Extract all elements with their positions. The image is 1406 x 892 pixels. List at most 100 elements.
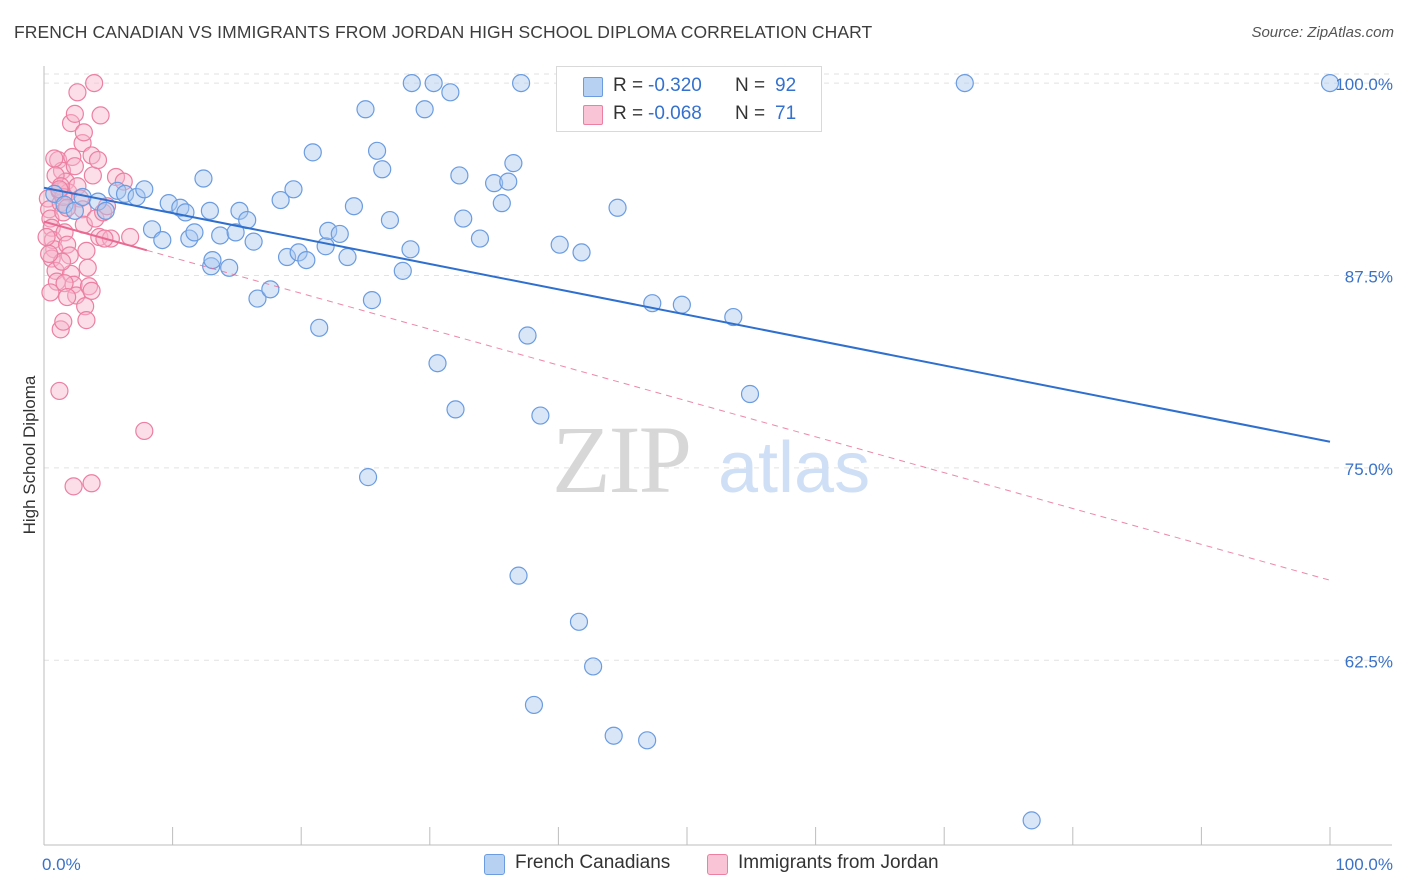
jordan-point (61, 264, 81, 284)
legend-swatch-blue (484, 854, 505, 875)
french-canadian-point (248, 289, 267, 308)
french-canadian-point (569, 612, 589, 631)
trend-lines (43, 186, 1331, 581)
correlation-legend: R = -0.320 N = 92 R = -0.068 N = 71 (556, 66, 822, 132)
french-canadian-point (200, 201, 219, 220)
french-canadian-point (446, 400, 465, 419)
y-tick-label: 75.0% (1345, 460, 1393, 479)
french-canadian-point (330, 224, 349, 244)
french-canadian-point (638, 731, 657, 750)
x-tick-label-max: 100.0% (1335, 855, 1393, 874)
legend-n-label: N = (735, 75, 766, 96)
french-canadian-point (402, 73, 421, 93)
french-canadian-point (303, 143, 322, 162)
legend-r-label: R = (613, 75, 644, 96)
french-canadian-point (338, 247, 357, 267)
french-canadian-point (450, 166, 469, 185)
jordan-point (77, 311, 96, 330)
jordan-point (50, 381, 69, 401)
jordan-trend-line-dashed (146, 249, 1331, 581)
jordan-point (61, 114, 81, 133)
french-canadian-point (65, 201, 84, 220)
jordan-point (88, 150, 108, 170)
french-canadian-point (362, 291, 382, 310)
legend-r-value: -0.068 (648, 103, 702, 124)
y-tick-label: 100.0% (1335, 75, 1393, 94)
french-canadian-point (289, 243, 308, 262)
french-canadian-point (277, 247, 297, 267)
french-canadian-point (367, 141, 387, 160)
jordan-point (82, 474, 101, 493)
french-canadian-point (344, 197, 364, 216)
jordan-point (82, 281, 101, 300)
french-canadian-point (518, 326, 537, 345)
jordan-trend-line-solid (43, 220, 148, 252)
french-canadian-point (470, 229, 490, 248)
french-canadian-point (441, 83, 460, 102)
french-canadian-point (226, 223, 245, 242)
french-canadian-point (316, 237, 335, 256)
french-canadian-point (401, 240, 420, 259)
french-canadian-point (550, 235, 569, 254)
watermark-atlas: atlas (718, 428, 870, 508)
series-jordan-points (37, 73, 154, 496)
chart-source: Source: ZipAtlas.com (1251, 24, 1394, 41)
french-canadian-point (203, 250, 222, 270)
french-canadian-point (584, 657, 603, 676)
legend-swatch-pink (707, 854, 728, 875)
jordan-point (45, 149, 64, 168)
french-canadian-point (373, 160, 392, 179)
y-tick-label: 62.5% (1345, 652, 1393, 671)
french-canadian-point (1320, 73, 1340, 93)
jordan-point (78, 258, 97, 277)
french-canadian-point (244, 232, 263, 251)
tick-labels: 100.0% 87.5% 75.0% 62.5% 0.0% 100.0% (42, 75, 1393, 874)
legend-row-french-canadians: R = -0.320 N = 92 (557, 72, 821, 100)
french-canadian-point (230, 201, 249, 220)
french-canadian-trend-line (43, 186, 1331, 443)
grid (44, 73, 1392, 661)
french-canadian-point (297, 250, 316, 270)
french-canadian-point (485, 174, 504, 193)
french-canadian-point (604, 726, 623, 745)
jordan-point (64, 477, 83, 496)
french-canadian-point (1022, 811, 1041, 830)
french-canadian-point (608, 198, 627, 217)
jordan-point (135, 421, 154, 441)
french-canadian-point (428, 354, 447, 373)
jordan-point (55, 274, 74, 293)
legend-r-value: -0.320 (648, 75, 702, 96)
french-canadian-point (261, 280, 280, 299)
chart-title: FRENCH CANADIAN VS IMMIGRANTS FROM JORDA… (14, 22, 873, 42)
jordan-point (40, 244, 59, 264)
french-canadian-point (55, 195, 74, 214)
legend-swatch-blue (583, 77, 603, 97)
french-canadian-point (492, 194, 511, 213)
legend-label: French Canadians (515, 852, 671, 873)
jordan-point (54, 312, 73, 331)
french-canadian-point (424, 73, 443, 93)
french-canadian-point (211, 226, 230, 245)
jordan-point (65, 104, 84, 123)
jordan-point (46, 166, 65, 185)
french-canadian-point (194, 169, 213, 188)
french-canadian-point (415, 100, 434, 119)
french-canadian-point (524, 695, 544, 715)
french-canadian-point (358, 468, 378, 487)
french-canadian-point (512, 73, 531, 93)
french-canadian-point (220, 258, 239, 277)
legend-n-value: 71 (775, 103, 797, 124)
french-canadian-point (356, 100, 375, 119)
french-canadian-point (284, 180, 303, 199)
legend-n-value: 92 (775, 75, 797, 96)
jordan-point (85, 73, 104, 93)
jordan-point (76, 297, 95, 316)
french-canadian-point (531, 406, 550, 425)
french-canadian-point (271, 190, 290, 210)
french-canadian-point (955, 73, 974, 93)
legend-label: Immigrants from Jordan (738, 852, 939, 873)
french-canadian-point (115, 184, 135, 204)
french-canadian-point (380, 210, 400, 230)
legend-row-jordan: R = -0.068 N = 71 (557, 100, 821, 128)
french-canadian-point (319, 221, 338, 240)
